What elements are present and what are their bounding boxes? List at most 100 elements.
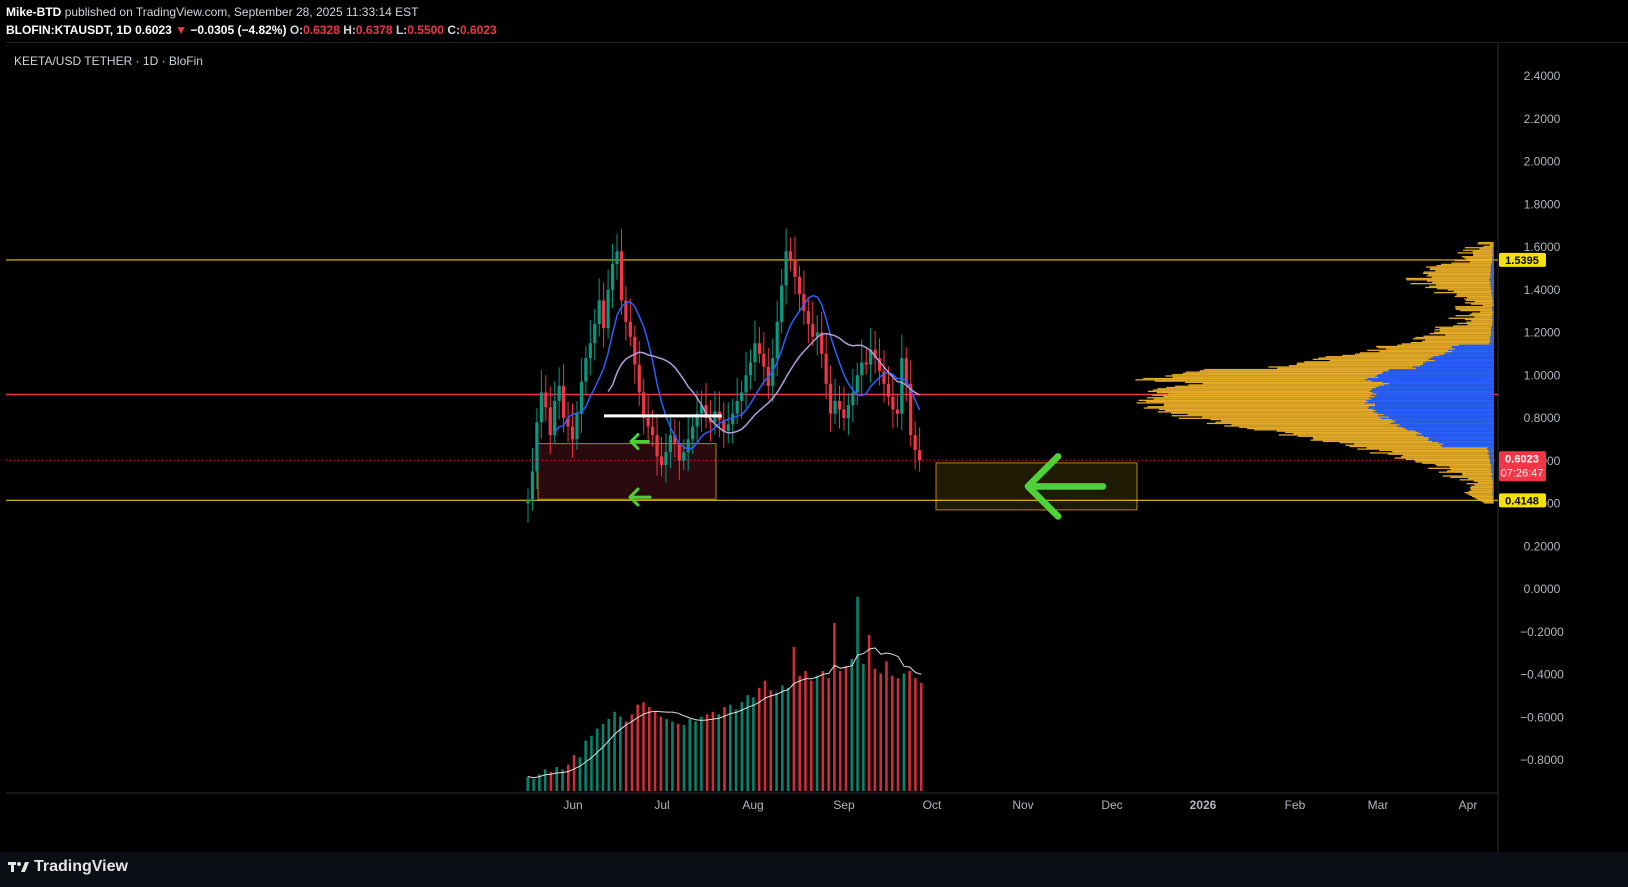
volume-bar [712,712,715,791]
volume-profile-bar [1458,252,1492,253]
volume-profile-bar [1492,473,1494,474]
price-axis[interactable] [1498,43,1628,853]
volume-profile-bar [1373,388,1494,389]
down-arrow-icon: ▼ [175,23,187,37]
volume-bar [891,676,894,791]
chart-area[interactable]: 2.4000 2.2000 2.0000 1.8000 1.6000 1.4000 1.20… [6,42,1628,853]
volume-profile-bar [1289,365,1420,366]
volume-profile-bar [1441,445,1494,446]
volume-profile-bar [1438,442,1494,443]
publish-info: published on TradingView.com, September … [65,5,419,19]
volume-profile-bar [1492,470,1494,471]
time-tick-label: Apr [1459,798,1478,812]
candle [736,401,739,414]
volume-profile-bar [1493,496,1494,497]
volume-profile-bar [1433,356,1494,357]
price-chart[interactable]: 2.4000 2.2000 2.0000 1.8000 1.6000 1.4000 1.20… [6,43,1628,853]
volume-bar [798,676,801,791]
volume-profile-bar [1411,342,1490,343]
volume-profile-bar [1493,242,1494,243]
volume-profile-bar [1432,282,1491,283]
volume-bar [532,779,535,791]
price-tick-label: 0.8000 [1524,411,1561,425]
volume-profile-bar [1379,450,1488,451]
volume-profile-bar [1482,501,1494,502]
volume-profile-bar [1455,296,1492,297]
volume-profile-bar [1277,368,1416,369]
volume-profile-bar [1384,384,1494,385]
volume-profile-bar [1480,311,1493,312]
volume-profile-bar [1479,248,1493,249]
volume-profile-bar [1452,347,1494,348]
volume-profile-bar [1153,389,1371,390]
volume-profile-bar [1493,491,1494,492]
volume-bar [833,623,836,791]
volume-profile-bar [1313,438,1429,439]
volume-profile-bar [1492,474,1494,475]
volume-bar [862,664,865,791]
volume-profile-bar [1489,451,1494,452]
volume-profile-bar [1440,330,1492,331]
volume-profile-bar [1492,296,1494,297]
volume-profile-bar [1490,279,1494,280]
volume-profile-bar [1488,450,1494,451]
volume-bar [885,661,888,791]
volume-profile-bar [1369,406,1494,407]
volume-profile-bar [1232,424,1400,425]
volume-profile-bar [1354,443,1444,444]
volume-profile-bar [1372,380,1494,381]
tradingview-logo[interactable]: TradingView [8,858,128,876]
volume-profile-bar [1378,347,1452,348]
volume-profile-bar [1355,354,1444,355]
volume-profile-bar [1185,371,1382,372]
candle [580,382,583,414]
candle [842,409,845,418]
price-tick-label: 1.0000 [1524,368,1561,382]
volume-profile-bar [1478,242,1493,243]
volume-profile-bar [1491,269,1494,270]
candle [856,375,859,392]
volume-profile-bar [1367,350,1448,351]
candle [651,427,654,436]
volume-profile-bar [1464,298,1492,299]
volume-profile-bar [1491,268,1494,269]
candle [642,392,645,418]
volume-profile-bar [1491,339,1494,340]
volume-bar [677,724,680,791]
volume-profile-bar [1493,316,1494,317]
volume-profile-bar [1429,286,1491,287]
volume-profile-bar [1183,373,1382,374]
volume-profile-bar [1360,352,1446,353]
author[interactable]: Mike-BTD [6,5,61,19]
volume-profile-bar [1493,480,1494,481]
candle [727,424,730,430]
volume-profile-bar [1427,275,1491,276]
candle [549,407,552,435]
candle [891,397,894,410]
volume-profile-bar [1492,309,1494,310]
volume-profile-bar [1491,333,1494,334]
volume-profile-bar [1450,477,1492,478]
volume-profile-bar [1416,368,1494,369]
volume-profile-bar [1163,405,1375,406]
volume-profile-bar [1492,293,1494,294]
price-tick-label: 1.4000 [1524,283,1561,297]
volume-profile-bar [1204,369,1389,370]
volume-profile-bar [1445,334,1491,335]
volume-profile-bar [1304,361,1425,362]
volume-bar [584,741,587,791]
time-tick-label: Dec [1101,798,1122,812]
ohlc-line: BLOFIN:KTAUSDT, 1D 0.6023 ▼ −0.0305 (−4.… [6,23,497,37]
volume-profile-bar [1442,446,1494,447]
symbol[interactable]: BLOFIN:KTAUSDT, 1D [6,23,132,37]
volume-profile-bar [1254,429,1407,430]
volume-profile-bar [1172,374,1378,375]
volume-profile-bar [1164,404,1375,405]
volume-profile-bar [1428,274,1491,275]
volume-bar [775,693,778,791]
candle [633,337,636,365]
candle [629,322,632,337]
volume-bar [735,709,738,791]
close-value: 0.6023 [460,23,497,37]
volume-profile-bar [1474,497,1493,498]
